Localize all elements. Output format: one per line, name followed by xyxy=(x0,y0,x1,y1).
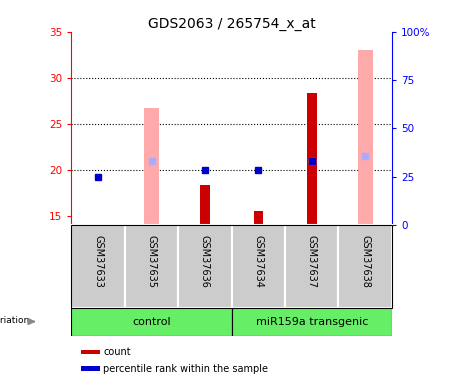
Bar xyxy=(144,108,159,225)
Bar xyxy=(231,225,285,308)
Text: control: control xyxy=(132,316,171,327)
Bar xyxy=(200,186,210,225)
Text: GSM37635: GSM37635 xyxy=(147,235,157,288)
Bar xyxy=(71,225,125,308)
Bar xyxy=(358,50,372,225)
Bar xyxy=(338,225,392,308)
Text: genotype/variation: genotype/variation xyxy=(0,316,30,325)
Text: GSM37638: GSM37638 xyxy=(360,235,370,288)
Bar xyxy=(285,225,338,308)
Text: GSM37637: GSM37637 xyxy=(307,235,317,288)
Bar xyxy=(231,308,392,336)
Bar xyxy=(81,366,100,370)
Text: percentile rank within the sample: percentile rank within the sample xyxy=(103,363,268,374)
Text: count: count xyxy=(103,347,131,357)
Bar xyxy=(307,93,317,225)
Bar xyxy=(254,211,263,225)
Bar xyxy=(81,350,100,354)
Bar xyxy=(71,308,231,336)
Text: miR159a transgenic: miR159a transgenic xyxy=(255,316,368,327)
Bar xyxy=(125,225,178,308)
Text: GSM37634: GSM37634 xyxy=(254,235,263,288)
Text: GSM37633: GSM37633 xyxy=(93,235,103,288)
Text: GSM37636: GSM37636 xyxy=(200,235,210,288)
Bar xyxy=(178,225,231,308)
Title: GDS2063 / 265754_x_at: GDS2063 / 265754_x_at xyxy=(148,17,315,31)
